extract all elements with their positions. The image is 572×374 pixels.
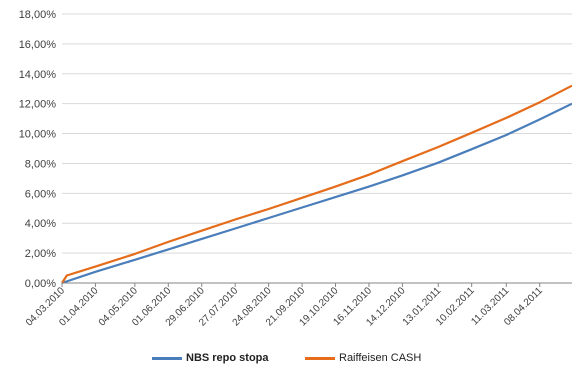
gridlines — [62, 13, 572, 254]
legend-item-raiffeisen: Raiffeisen CASH — [305, 352, 421, 364]
series-lines — [61, 84, 572, 285]
legend-swatch-raiffeisen — [305, 356, 335, 360]
y-tick-label: 18,00% — [19, 9, 57, 21]
legend-label-raiffeisen: Raiffeisen CASH — [339, 352, 422, 364]
y-tick-label: 4,00% — [25, 218, 56, 230]
y-tick-label: 10,00% — [19, 129, 57, 141]
legend-swatch-nbs — [152, 356, 182, 360]
legend-item-nbs: NBS repo stopa — [152, 352, 269, 364]
legend-label-nbs: NBS repo stopa — [186, 352, 269, 364]
series-line-raiffeisen-cash — [61, 84, 572, 284]
x-axis-ticks: 04.03.201001.04.201004.05.201001.06.2010… — [24, 283, 545, 329]
y-tick-label: 6,00% — [25, 188, 56, 200]
y-tick-label: 14,00% — [19, 69, 57, 81]
y-axis-ticks: 0,00% 2,00% 4,00% 6,00% 8,00% 10,00% 12,00% 14,… — [19, 9, 57, 290]
y-tick-label: 8,00% — [25, 158, 56, 170]
y-tick-label: 12,00% — [19, 99, 57, 111]
series-line-nbs-repo-stopa — [61, 102, 572, 285]
legend: NBS repo stopa Raiffeisen CASH — [0, 352, 572, 372]
y-tick-label: 2,00% — [25, 248, 56, 260]
y-tick-label: 16,00% — [19, 39, 57, 51]
y-tick-label: 0,00% — [25, 278, 56, 290]
